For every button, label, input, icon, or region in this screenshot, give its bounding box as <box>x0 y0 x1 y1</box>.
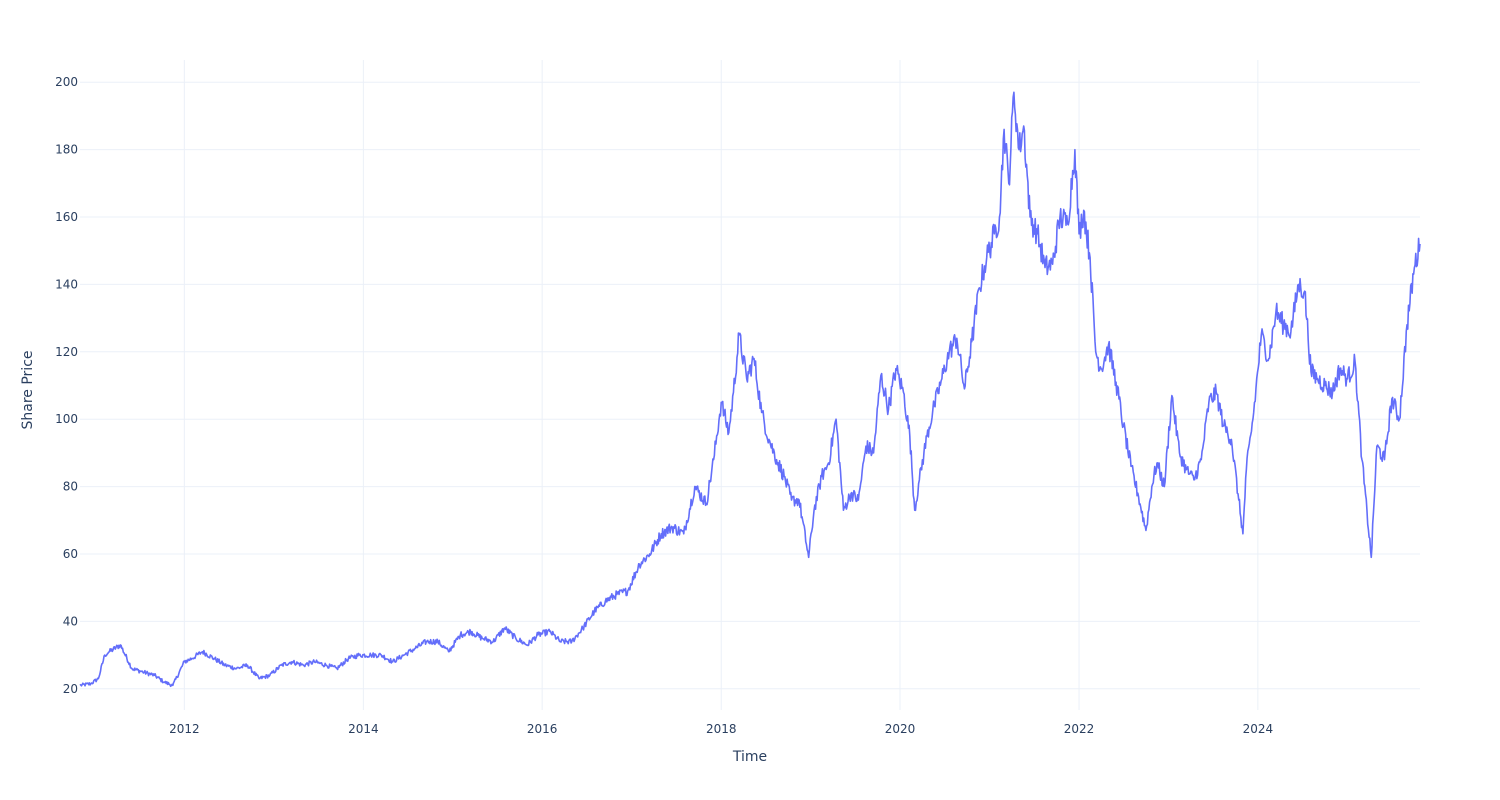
grid <box>80 60 1420 710</box>
x-tick-label: 2014 <box>348 722 379 736</box>
y-tick-label: 160 <box>55 210 78 224</box>
x-tick-label: 2022 <box>1064 722 1095 736</box>
x-axis-title: Time <box>732 749 767 765</box>
y-tick-label: 120 <box>55 345 78 359</box>
x-tick-label: 2012 <box>169 722 200 736</box>
y-tick-label: 200 <box>55 75 78 89</box>
y-tick-label: 100 <box>55 412 78 426</box>
y-axis-title: Share Price <box>20 350 36 429</box>
y-tick-label: 140 <box>55 277 78 291</box>
x-tick-label: 2024 <box>1243 722 1274 736</box>
x-tick-label: 2018 <box>706 722 737 736</box>
y-tick-label: 20 <box>63 682 78 696</box>
series-line-0 <box>79 91 1421 688</box>
x-tick-label: 2020 <box>885 722 916 736</box>
tick-labels: 2012 2014 2016 2018 2020 2022 2024 20 40 60 80 100 1… <box>55 75 1273 736</box>
y-tick-label: 180 <box>55 143 78 157</box>
x-tick-label: 2016 <box>527 722 558 736</box>
series-layer <box>79 91 1421 688</box>
y-tick-label: 60 <box>63 547 78 561</box>
y-tick-label: 40 <box>63 614 78 628</box>
y-tick-label: 80 <box>63 480 78 494</box>
